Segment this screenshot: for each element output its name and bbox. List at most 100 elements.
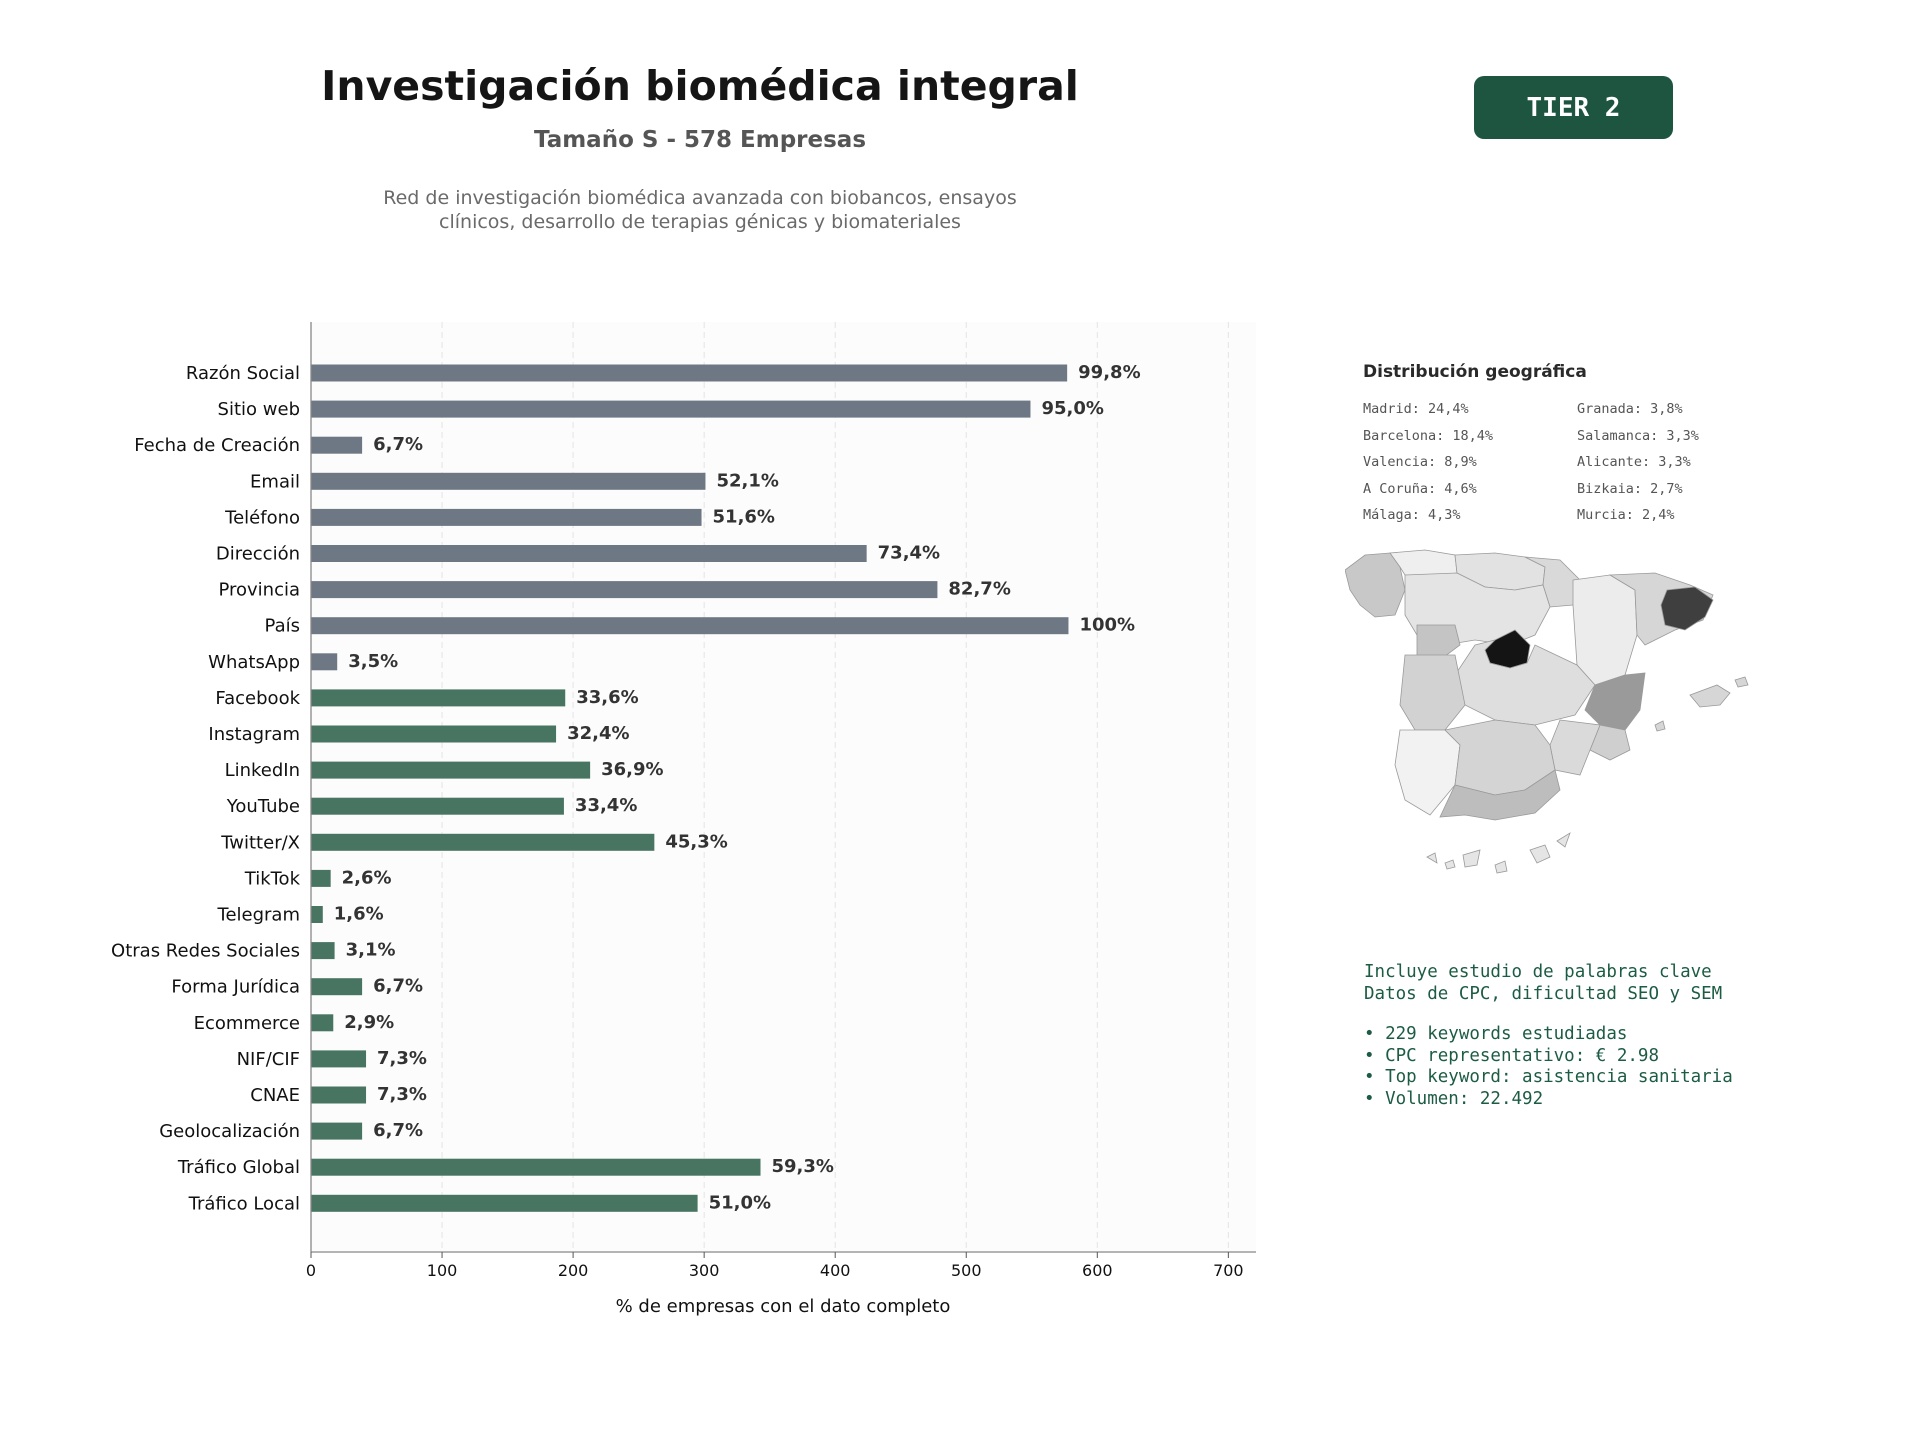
x-tick-label: 300: [689, 1261, 720, 1280]
map-region-granada-malaga: [1439, 769, 1561, 821]
category-label: País: [265, 616, 300, 637]
map-region-balearic-islands: [1654, 676, 1749, 732]
bar: [311, 1014, 334, 1032]
completeness-bar-chart: Razón Social 99,8% Sitio web 95,0% Fecha de …: [111, 322, 1256, 1317]
category-label: CNAE: [250, 1085, 300, 1106]
value-label: 59,3%: [772, 1156, 834, 1177]
bar: [311, 725, 557, 743]
category-label: WhatsApp: [208, 652, 300, 673]
bar: [311, 508, 702, 526]
value-label: 36,9%: [601, 759, 663, 780]
x-tick-label: 200: [558, 1261, 589, 1280]
geo-item: Granada: 3,8%: [1577, 401, 1683, 417]
geo-item: Madrid: 24,4%: [1363, 401, 1469, 417]
x-tick-label: 700: [1213, 1261, 1244, 1280]
geo-item: Valencia: 8,9%: [1363, 454, 1477, 470]
geo-item: Salamanca: 3,3%: [1577, 427, 1699, 444]
bar: [311, 472, 706, 490]
tier-badge: TIER 2: [1474, 76, 1673, 139]
x-tick-label: 400: [820, 1261, 851, 1280]
bar: [311, 761, 591, 779]
map-region-castilla-mancha: [1454, 639, 1596, 726]
bar: [311, 1086, 367, 1104]
bar: [311, 1122, 363, 1140]
description-line-1: Red de investigación biomédica avanzada …: [383, 187, 1017, 209]
category-label: Teléfono: [224, 507, 300, 528]
bar: [311, 833, 655, 851]
category-label: Geolocalización: [159, 1121, 300, 1142]
bar: [311, 869, 331, 887]
value-label: 7,3%: [377, 1048, 427, 1069]
value-label: 52,1%: [716, 470, 778, 491]
category-label: Forma Jurídica: [171, 977, 300, 998]
category-label: Telegram: [217, 905, 300, 926]
keyword-bullet: • Volumen: 22.492: [1364, 1088, 1544, 1109]
value-label: 99,8%: [1078, 362, 1140, 383]
map-region-aragon: [1572, 574, 1638, 686]
category-label: Facebook: [215, 688, 300, 709]
value-label: 6,7%: [373, 976, 423, 997]
value-label: 51,0%: [709, 1192, 771, 1213]
bar: [311, 1158, 761, 1176]
value-label: 2,6%: [342, 867, 392, 888]
x-tick-label: 0: [306, 1261, 316, 1280]
bar: [311, 978, 363, 996]
value-label: 32,4%: [567, 723, 629, 744]
category-label: Fecha de Creación: [134, 435, 300, 456]
category-label: Ecommerce: [194, 1013, 300, 1034]
geo-distribution-title: Distribución geográfica: [1363, 362, 1587, 382]
x-tick-label: 500: [951, 1261, 982, 1280]
bar: [311, 1194, 698, 1212]
map-region-barcelona: [1660, 586, 1714, 631]
map-region-canary-islands: [1426, 832, 1571, 874]
value-label: 73,4%: [878, 543, 940, 564]
value-label: 2,9%: [344, 1012, 394, 1033]
category-label: Razón Social: [186, 363, 300, 384]
x-axis-label: % de empresas con el dato completo: [616, 1296, 951, 1317]
x-tick-label: 600: [1082, 1261, 1113, 1280]
plot-area-background: [311, 322, 1256, 1252]
geo-item: Alicante: 3,3%: [1577, 454, 1691, 470]
map-region-galicia: [1344, 552, 1406, 618]
category-label: Provincia: [218, 580, 300, 601]
value-label: 95,0%: [1041, 398, 1103, 419]
description-line-2: clínicos, desarrollo de terapias génicas…: [439, 211, 961, 233]
map-region-navarra: [1524, 556, 1581, 608]
category-label: Email: [250, 471, 300, 492]
value-label: 6,7%: [373, 434, 423, 455]
keyword-bullet: • Top keyword: asistencia sanitaria: [1364, 1067, 1733, 1087]
geo-distribution-list: Madrid: 24,4% Granada: 3,8% Barcelona: 1…: [1363, 401, 1743, 534]
geo-item: Bizkaia: 2,7%: [1577, 480, 1683, 497]
bar: [311, 689, 566, 707]
bar: [311, 400, 1031, 418]
value-label: 3,1%: [346, 940, 396, 961]
category-label: Tráfico Global: [177, 1157, 300, 1178]
keyword-bullet: • CPC representativo: € 2.98: [1364, 1045, 1660, 1066]
map-region-leon-west: [1416, 624, 1461, 661]
spain-choropleth-map: [1344, 545, 1850, 905]
page-subtitle: Tamaño S - 578 Empresas: [533, 127, 867, 153]
bar: [311, 942, 335, 960]
value-label: 1,6%: [334, 904, 384, 925]
category-label: LinkedIn: [225, 760, 300, 781]
bar: [311, 581, 938, 599]
bar: [311, 364, 1068, 382]
bar: [311, 436, 363, 454]
page-description: Red de investigación biomédica avanzada …: [330, 186, 1070, 234]
bar: [311, 906, 323, 923]
value-label: 33,6%: [576, 687, 638, 708]
category-label: Twitter/X: [220, 832, 300, 853]
category-label: Sitio web: [218, 399, 300, 420]
value-label: 3,5%: [348, 651, 398, 672]
bar: [311, 617, 1069, 635]
value-label: 7,3%: [377, 1084, 427, 1105]
keyword-metrics-line: Datos de CPC, dificultad SEO y SEM: [1364, 983, 1723, 1004]
keyword-intro-line: Incluye estudio de palabras clave: [1364, 962, 1712, 982]
bar: [311, 1050, 367, 1068]
value-label: 6,7%: [373, 1120, 423, 1141]
geo-item: Málaga: 4,3%: [1363, 507, 1461, 523]
map-region-extremadura: [1399, 654, 1466, 731]
category-label: NIF/CIF: [237, 1049, 300, 1070]
bar: [311, 653, 338, 671]
value-label: 100%: [1079, 615, 1135, 636]
